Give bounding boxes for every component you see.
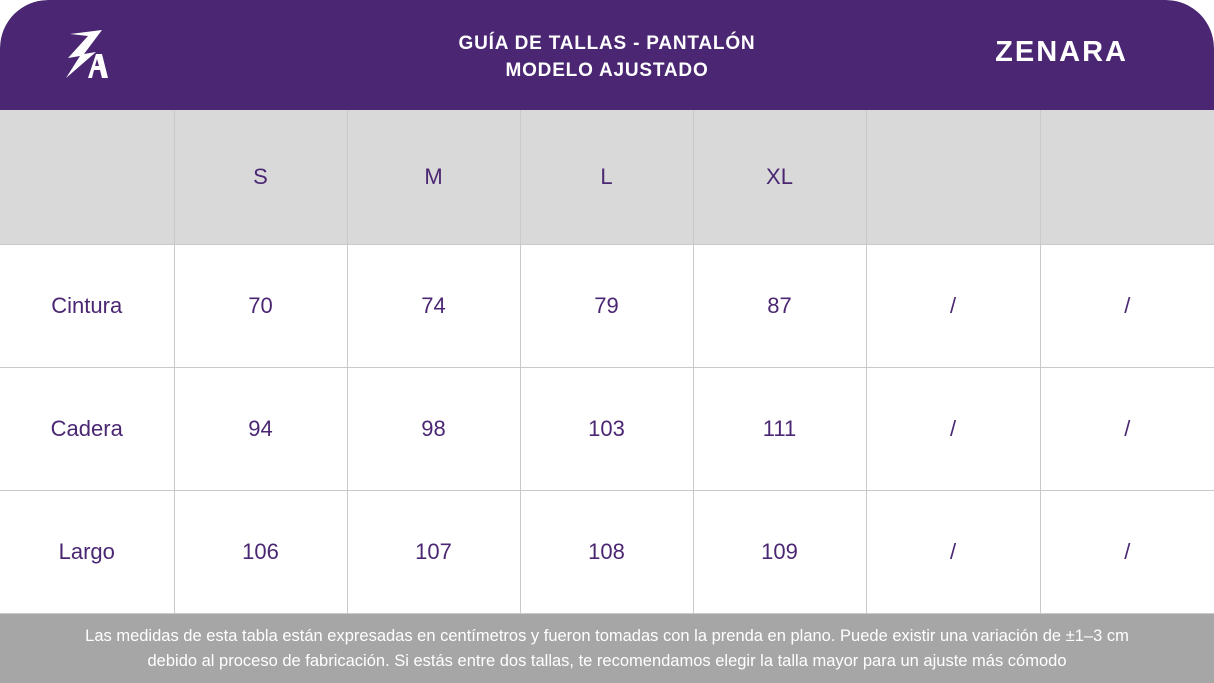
table-cell: 74 xyxy=(346,244,521,368)
size-header-empty-2 xyxy=(1039,110,1214,245)
table-row: Cadera 94 98 103 111 / / xyxy=(0,367,1214,491)
size-header-xl: XL xyxy=(692,110,867,245)
footer-line-2: debido al proceso de fabricación. Si est… xyxy=(147,651,1067,670)
title-line-2: MODELO AJUSTADO xyxy=(505,60,709,81)
table-cell: 98 xyxy=(346,367,521,491)
footer-line-1: Las medidas de esta tabla están expresad… xyxy=(85,626,1129,645)
table-row: Largo 106 107 108 109 / / xyxy=(0,490,1214,614)
table-cell: 107 xyxy=(346,490,521,614)
size-table: S M L XL Cintura 70 74 79 87 / / Cadera … xyxy=(0,110,1214,614)
table-row: Cintura 70 74 79 87 / / xyxy=(0,244,1214,368)
size-header-l: L xyxy=(519,110,694,245)
table-cell: 87 xyxy=(692,244,867,368)
row-label-cadera: Cadera xyxy=(0,367,175,491)
table-cell: / xyxy=(865,244,1041,368)
header-bar: GUÍA DE TALLAS - PANTALÓN MODELO AJUSTAD… xyxy=(0,0,1214,110)
za-logo-icon xyxy=(66,30,108,78)
brand-name: ZENARA xyxy=(995,36,1128,68)
size-header-s: S xyxy=(173,110,348,245)
table-cell: 79 xyxy=(519,244,694,368)
table-cell: 94 xyxy=(173,367,348,491)
table-cell: 106 xyxy=(173,490,348,614)
table-cell: 109 xyxy=(692,490,867,614)
table-cell: / xyxy=(865,367,1041,491)
corner-cell xyxy=(0,110,175,245)
size-header-m: M xyxy=(346,110,521,245)
table-cell: / xyxy=(1039,367,1214,491)
row-label-largo: Largo xyxy=(0,490,175,614)
page-title: GUÍA DE TALLAS - PANTALÓN MODELO AJUSTAD… xyxy=(0,30,1214,84)
table-cell: / xyxy=(865,490,1041,614)
size-header-empty-1 xyxy=(865,110,1041,245)
footer-note: Las medidas de esta tabla están expresad… xyxy=(0,614,1214,683)
table-cell: 103 xyxy=(519,367,694,491)
table-cell: / xyxy=(1039,244,1214,368)
row-label-cintura: Cintura xyxy=(0,244,175,368)
size-header-row: S M L XL xyxy=(0,110,1214,245)
table-cell: 108 xyxy=(519,490,694,614)
table-cell: / xyxy=(1039,490,1214,614)
table-cell: 111 xyxy=(692,367,867,491)
title-line-1: GUÍA DE TALLAS - PANTALÓN xyxy=(458,33,756,54)
table-cell: 70 xyxy=(173,244,348,368)
